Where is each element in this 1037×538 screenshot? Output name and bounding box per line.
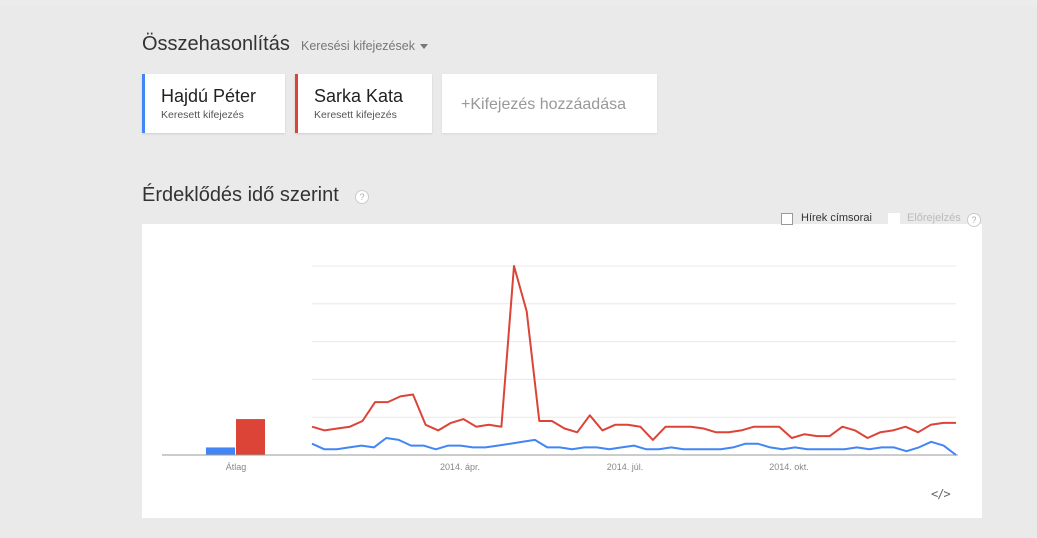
interest-over-time-chart: Átlag 2014. ápr. 2014. júl. 2014. okt. [162, 265, 958, 472]
gridlines [312, 265, 956, 418]
x-tick-label: 2014. júl. [607, 462, 644, 472]
chart-card [142, 224, 982, 518]
compare-title: Összehasonlítás [142, 33, 290, 55]
embed-code-icon[interactable]: </> [931, 487, 951, 501]
series-line [311, 265, 956, 441]
average-bar [206, 447, 235, 455]
forecast-checkbox[interactable] [888, 213, 900, 225]
forecast-label: Előrejelzés [907, 212, 961, 224]
series-lines [311, 265, 957, 456]
x-tick-labels: 2014. ápr. 2014. júl. 2014. okt. [440, 462, 809, 472]
add-term-label: +Kifejezés hozzáadása [461, 96, 626, 113]
section-title: Érdeklődés idő szerint [142, 184, 339, 206]
term-sub: Keresett kifejezés [314, 109, 397, 121]
x-tick-label: 2014. ápr. [440, 462, 480, 472]
news-headlines-label: Hírek címsorai [801, 212, 872, 224]
help-icon[interactable]: ? [355, 190, 369, 204]
average-label: Átlag [226, 462, 247, 472]
average-bars: Átlag [206, 419, 265, 472]
top-strip [0, 0, 1037, 6]
news-headlines-checkbox[interactable] [781, 213, 793, 225]
dropdown-label: Keresési kifejezések [301, 39, 415, 53]
term-name: Hajdú Péter [161, 86, 257, 106]
x-tick-label: 2014. okt. [769, 462, 809, 472]
term-name: Sarka Kata [314, 86, 404, 106]
term-sub: Keresett kifejezés [161, 109, 244, 121]
forecast-help-icon[interactable]: ? [967, 213, 981, 227]
search-terms-dropdown[interactable]: Keresési kifejezések [301, 39, 428, 53]
average-bar [236, 419, 265, 455]
term-card-1[interactable]: Hajdú Péter Keresett kifejezés [142, 74, 285, 133]
term-card-2[interactable]: Sarka Kata Keresett kifejezés [295, 74, 432, 133]
caret-down-icon [419, 44, 428, 50]
series-line [311, 437, 957, 456]
add-term-button[interactable]: +Kifejezés hozzáadása [442, 74, 657, 133]
